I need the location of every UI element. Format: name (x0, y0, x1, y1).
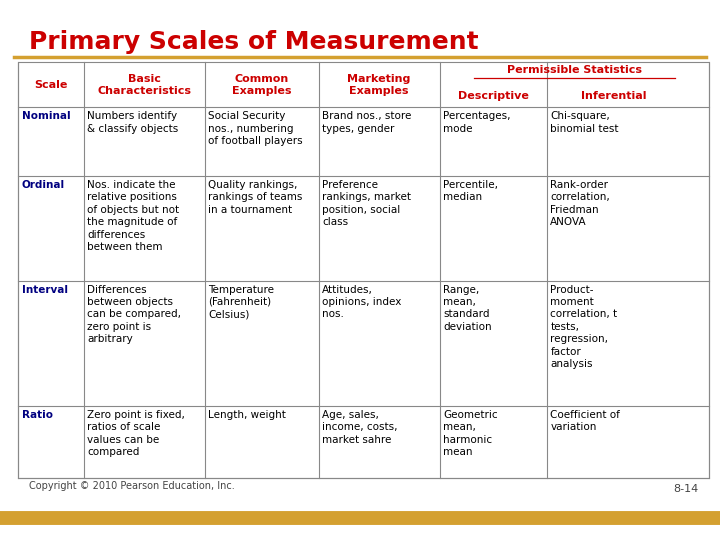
Text: Primary Scales of Measurement: Primary Scales of Measurement (29, 30, 478, 53)
Text: Percentages,
mode: Percentages, mode (444, 111, 510, 133)
Text: Common
Examples: Common Examples (232, 74, 292, 96)
Text: Length, weight: Length, weight (208, 410, 286, 420)
Text: Numbers identify
& classify objects: Numbers identify & classify objects (87, 111, 179, 133)
Text: Percentile,
median: Percentile, median (444, 180, 498, 202)
Text: Attitudes,
opinions, index
nos.: Attitudes, opinions, index nos. (323, 285, 402, 319)
Text: Copyright © 2010 Pearson Education, Inc.: Copyright © 2010 Pearson Education, Inc. (29, 481, 235, 491)
Text: Brand nos., store
types, gender: Brand nos., store types, gender (323, 111, 412, 133)
Text: Age, sales,
income, costs,
market sahre: Age, sales, income, costs, market sahre (323, 410, 397, 445)
Text: Ratio: Ratio (22, 410, 53, 420)
Text: Ordinal: Ordinal (22, 180, 65, 190)
Text: Nos. indicate the
relative positions
of objects but not
the magnitude of
differe: Nos. indicate the relative positions of … (87, 180, 179, 252)
Text: Quality rankings,
rankings of teams
in a tournament: Quality rankings, rankings of teams in a… (208, 180, 302, 215)
Text: Scale: Scale (34, 80, 68, 90)
Text: Coefficient of
variation: Coefficient of variation (550, 410, 620, 433)
Text: Temperature
(Fahrenheit)
Celsius): Temperature (Fahrenheit) Celsius) (208, 285, 274, 319)
Text: Differences
between objects
can be compared,
zero point is
arbitrary: Differences between objects can be compa… (87, 285, 181, 344)
Text: Descriptive: Descriptive (458, 91, 528, 100)
Text: 8-14: 8-14 (673, 484, 698, 494)
Text: Preference
rankings, market
position, social
class: Preference rankings, market position, so… (323, 180, 411, 227)
Text: Chi-square,
binomial test: Chi-square, binomial test (550, 111, 619, 133)
Text: Rank-order
correlation,
Friedman
ANOVA: Rank-order correlation, Friedman ANOVA (550, 180, 610, 227)
Text: Marketing
Examples: Marketing Examples (348, 74, 411, 96)
Text: Nominal: Nominal (22, 111, 71, 122)
Text: Inferential: Inferential (582, 91, 647, 100)
Text: Zero point is fixed,
ratios of scale
values can be
compared: Zero point is fixed, ratios of scale val… (87, 410, 185, 457)
Text: Social Security
nos., numbering
of football players: Social Security nos., numbering of footb… (208, 111, 303, 146)
Text: Geometric
mean,
harmonic
mean: Geometric mean, harmonic mean (444, 410, 498, 457)
Text: Permissible Statistics: Permissible Statistics (507, 65, 642, 75)
Text: Range,
mean,
standard
deviation: Range, mean, standard deviation (444, 285, 492, 332)
Text: Interval: Interval (22, 285, 68, 294)
Text: Basic
Characteristics: Basic Characteristics (97, 74, 191, 96)
Text: Product-
moment
correlation, t
tests,
regression,
factor
analysis: Product- moment correlation, t tests, re… (550, 285, 618, 369)
